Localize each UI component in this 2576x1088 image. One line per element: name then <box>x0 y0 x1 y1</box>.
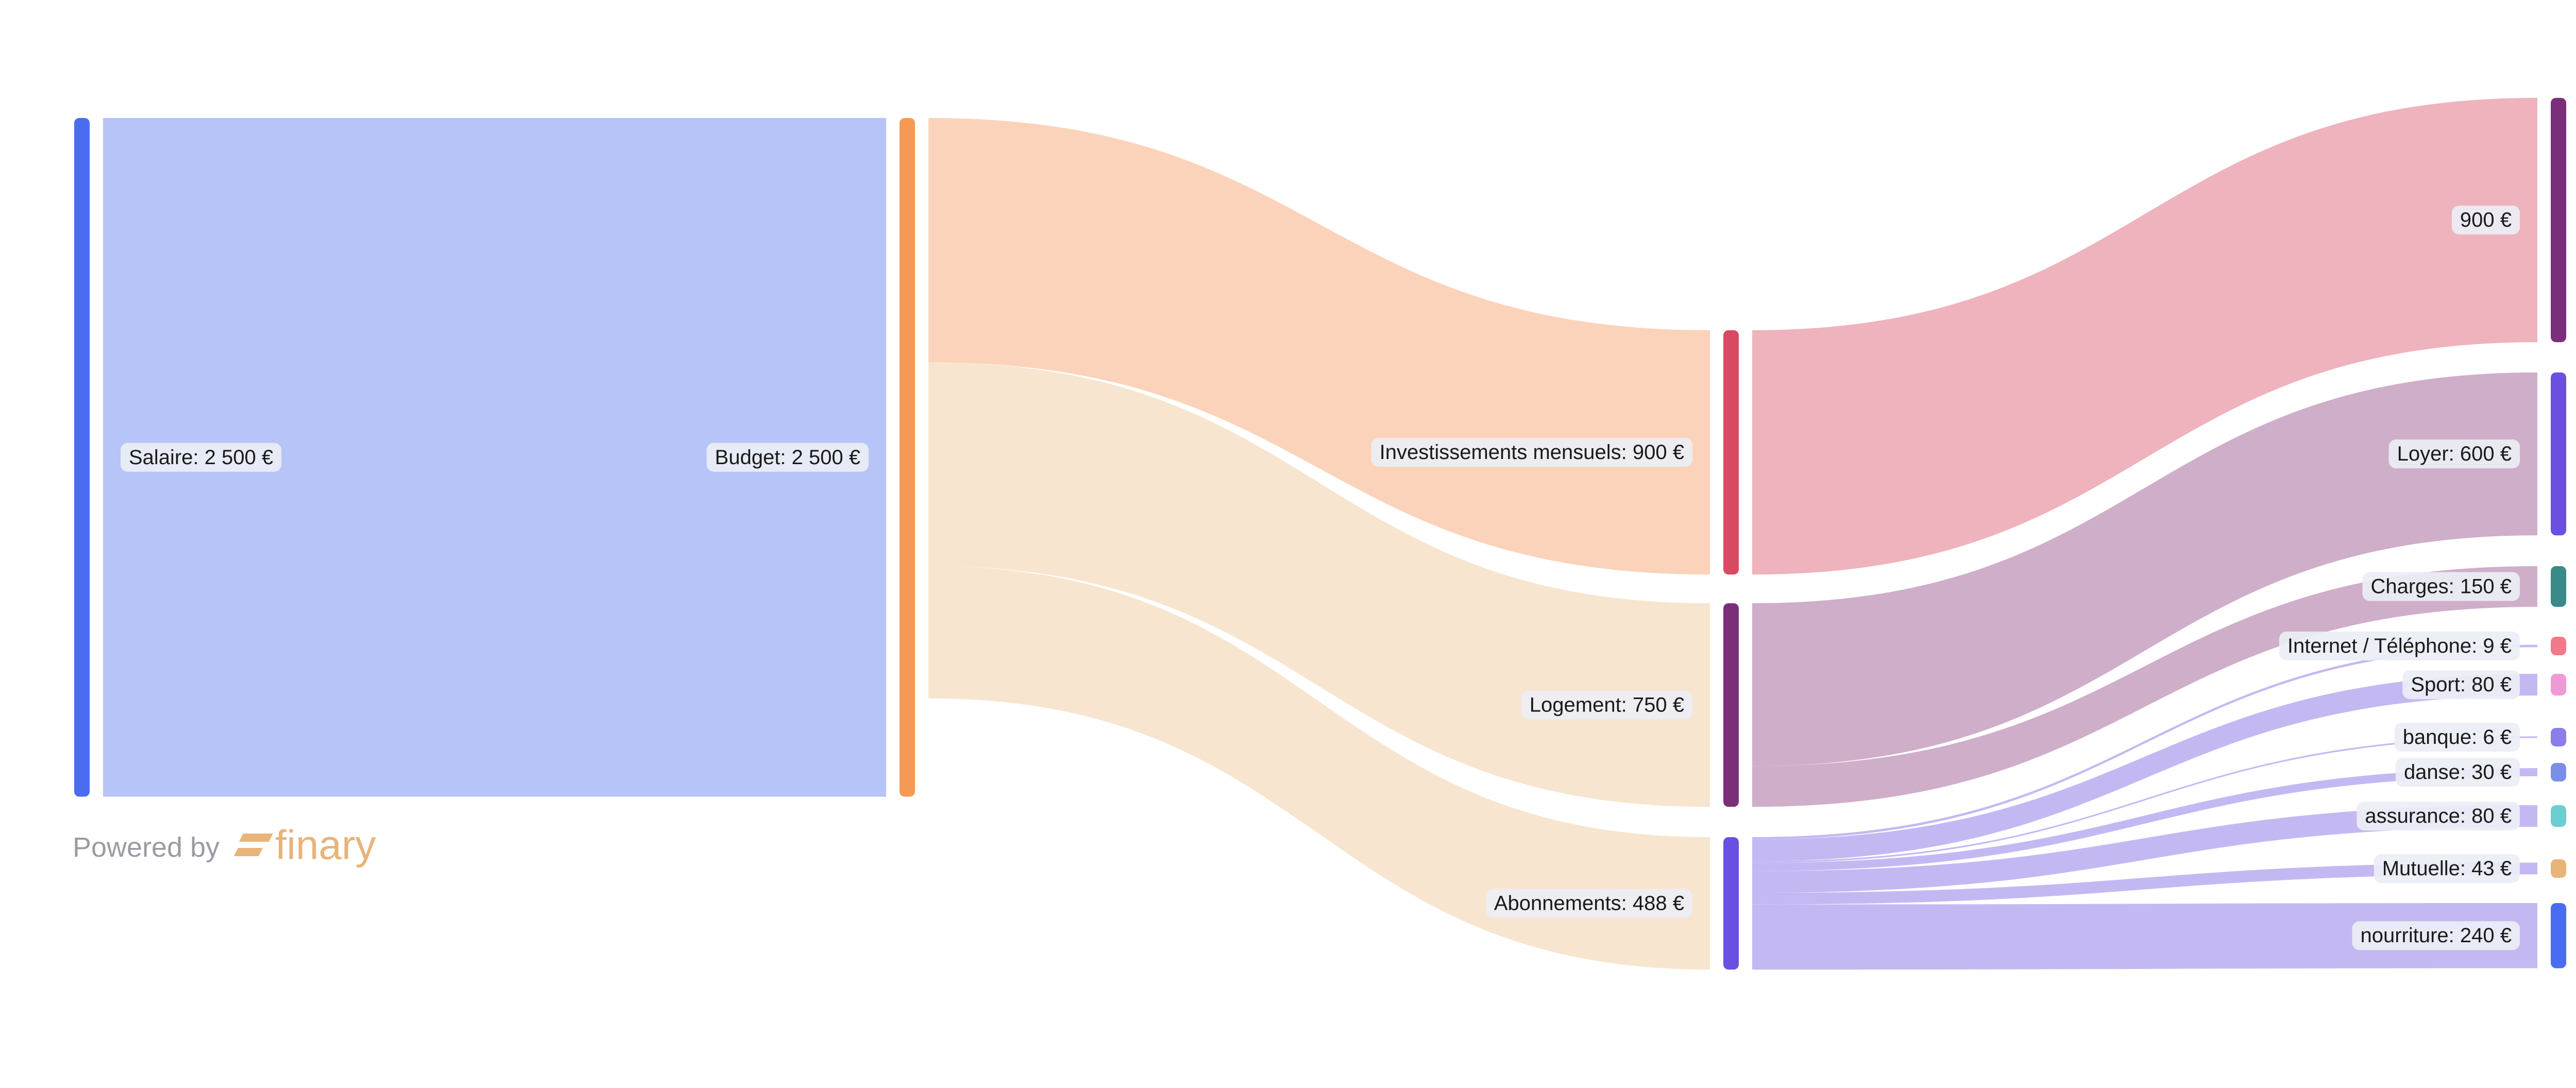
node-label: Charges: 150 € <box>2370 575 2512 598</box>
node-label: Internet / Téléphone: 9 € <box>2287 635 2512 657</box>
label-background <box>2395 758 2520 787</box>
label-background <box>2362 572 2520 601</box>
link <box>1752 805 2537 893</box>
link <box>1752 372 2537 767</box>
node-label-group: danse: 30 € <box>2395 758 2520 787</box>
node-label: Budget: 2 500 € <box>715 446 860 469</box>
label-background <box>1521 690 1692 720</box>
nodes <box>74 98 2566 970</box>
node-label: Investissements mensuels: 900 € <box>1380 441 1684 464</box>
node <box>2551 566 2566 607</box>
node <box>900 118 915 797</box>
label-background <box>706 443 869 472</box>
link <box>1752 674 2537 861</box>
node-label-group: Sport: 80 € <box>2402 670 2520 700</box>
node <box>2551 98 2566 343</box>
link <box>1752 566 2537 807</box>
node <box>1723 837 1739 970</box>
node-label-group: Budget: 2 500 € <box>706 443 869 472</box>
label-background <box>2394 723 2520 752</box>
node-label-group: 900 € <box>2451 206 2520 235</box>
node <box>1723 330 1739 575</box>
label-background <box>2451 206 2520 235</box>
node-label-group: Abonnements: 488 € <box>1485 889 1692 918</box>
node-label: assurance: 80 € <box>2365 805 2512 827</box>
node-label: Loyer: 600 € <box>2397 443 2512 465</box>
link <box>1752 736 2537 863</box>
label-background <box>2279 632 2520 660</box>
link <box>1752 862 2537 905</box>
node <box>2551 805 2566 827</box>
label-background <box>2388 439 2520 469</box>
link <box>1752 98 2537 575</box>
link <box>1752 644 2537 840</box>
label-background <box>2352 921 2520 950</box>
label-background <box>1485 889 1692 918</box>
node-label: Mutuelle: 43 € <box>2382 857 2512 880</box>
links <box>103 98 2537 970</box>
node <box>1723 603 1739 807</box>
node-label-group: Salaire: 2 500 € <box>121 443 282 472</box>
node-label: 900 € <box>2460 209 2512 231</box>
node-label-group: Internet / Téléphone: 9 € <box>2279 632 2520 660</box>
labels: Salaire: 2 500 € Budget: 2 500 € Investiss… <box>121 206 2520 950</box>
node-label: Sport: 80 € <box>2411 673 2512 696</box>
node <box>2551 674 2566 696</box>
node-label: nourriture: 240 € <box>2360 924 2512 947</box>
link <box>928 566 1710 970</box>
node-label-group: Loyer: 600 € <box>2388 439 2520 469</box>
powered-by: Powered by <box>73 832 219 863</box>
node-label-group: Investissements mensuels: 900 € <box>1371 438 1692 467</box>
node-label-group: assurance: 80 € <box>2357 802 2520 831</box>
link <box>1752 768 2537 871</box>
label-background <box>2374 854 2520 883</box>
label-background <box>2402 670 2520 700</box>
node-label-group: Charges: 150 € <box>2362 572 2520 601</box>
brand: finary <box>275 822 376 868</box>
node-label-group: banque: 6 € <box>2394 723 2520 752</box>
link <box>1752 903 2537 970</box>
node-label-group: nourriture: 240 € <box>2352 921 2520 950</box>
node <box>2551 859 2566 878</box>
node-label: banque: 6 € <box>2403 726 2512 749</box>
node-label-group: Logement: 750 € <box>1521 690 1692 720</box>
node-label: Abonnements: 488 € <box>1494 892 1684 915</box>
node-label: danse: 30 € <box>2404 761 2512 784</box>
node <box>2551 903 2566 968</box>
footer: Powered by finary <box>73 822 376 868</box>
node <box>2551 637 2566 655</box>
brand-logo <box>234 834 273 856</box>
label-background <box>2357 802 2520 831</box>
node <box>2551 372 2566 536</box>
link <box>928 362 1710 807</box>
node-label: Salaire: 2 500 € <box>129 446 273 469</box>
node-label-group: Mutuelle: 43 € <box>2374 854 2520 883</box>
node-label: Logement: 750 € <box>1530 694 1684 717</box>
node <box>2551 763 2566 781</box>
label-background <box>1371 438 1692 467</box>
label-background <box>121 443 282 472</box>
node <box>74 118 90 797</box>
node <box>2551 728 2566 746</box>
link <box>103 118 886 797</box>
